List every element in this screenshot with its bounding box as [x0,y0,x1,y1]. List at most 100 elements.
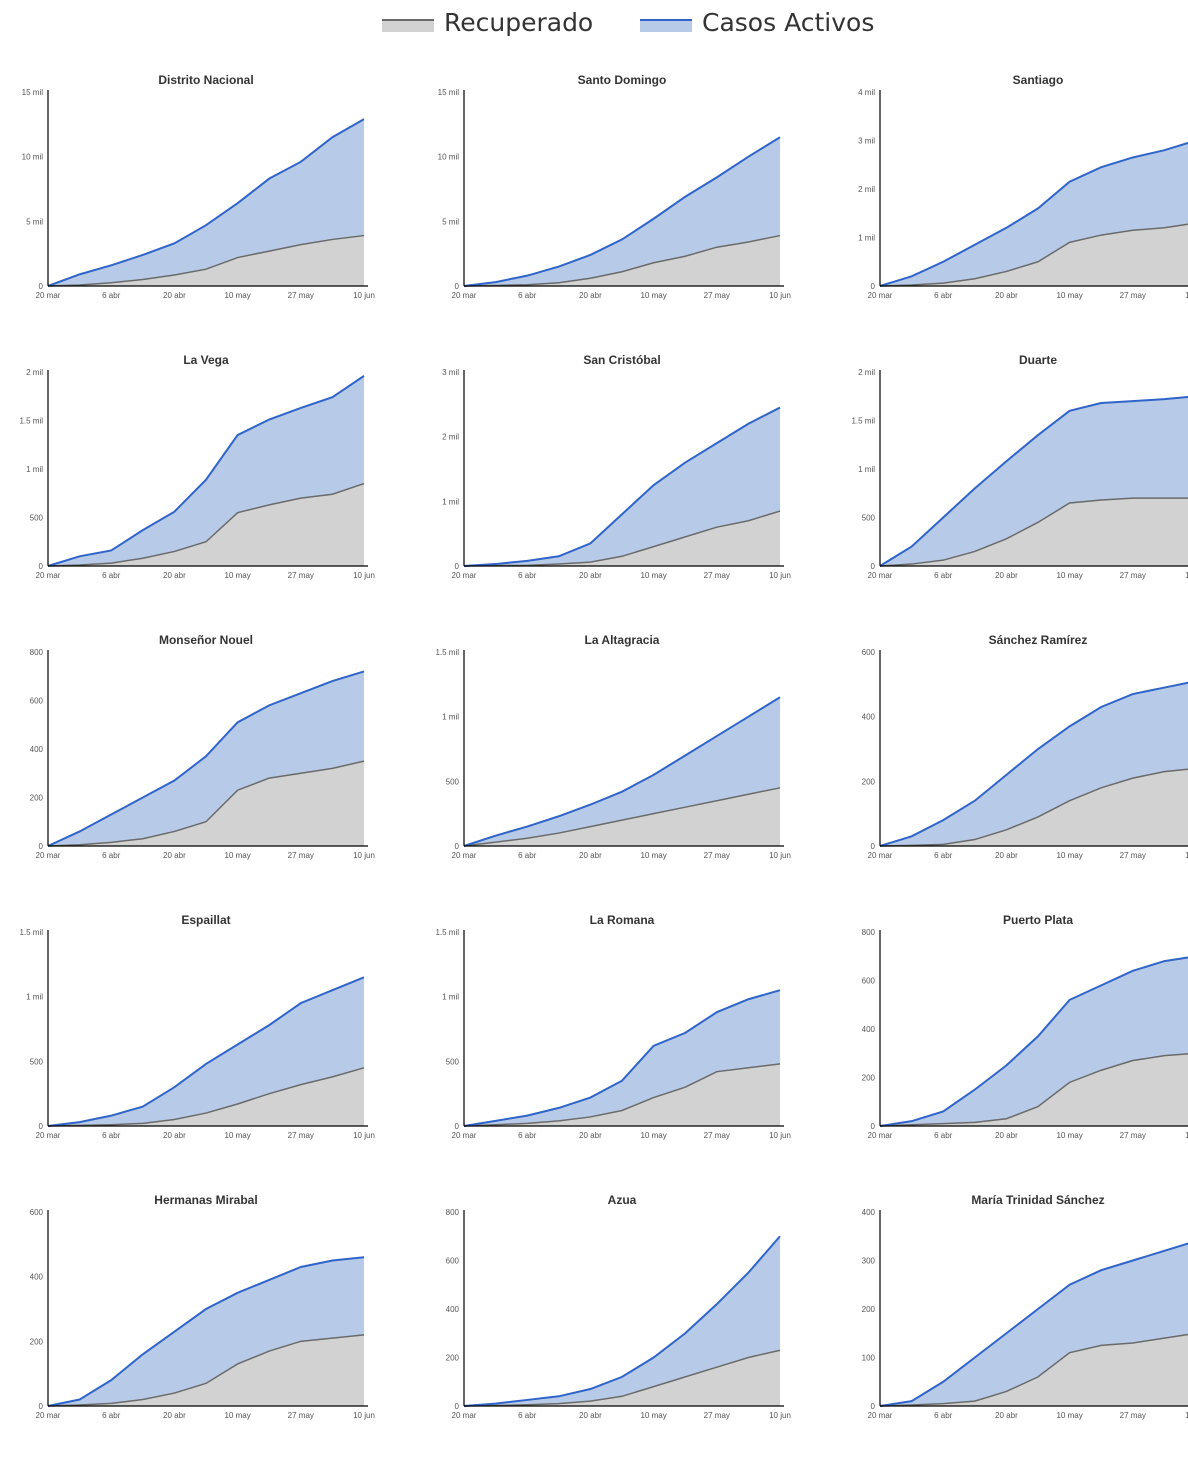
x-tick-label: 6 abr [934,571,953,580]
series-area-recovered [464,1350,780,1406]
series-line-active [47,375,365,567]
x-tick-label: 27 may [1120,851,1146,860]
legend-item-recovered[interactable]: Recuperado [382,8,593,37]
x-tick-label: 10 may [1056,851,1082,860]
series-area-recovered [48,1334,364,1406]
y-tick-label: 2 mil [26,368,43,377]
y-tick-label: 400 [862,1025,876,1034]
series-line-recovered [879,768,1188,847]
series-line-active [463,696,781,847]
y-tick-label: 600 [862,977,876,986]
x-tick-label: 20 mar [868,851,893,860]
x-tick-label: 10 jun [353,291,375,300]
x-tick-label: 20 mar [452,1131,477,1140]
chart-title: Santiago [1013,73,1064,87]
legend-item-active[interactable]: Casos Activos [640,8,874,37]
y-tick-label: 400 [30,1273,44,1282]
x-tick-label: 20 abr [579,1411,602,1420]
x-tick-label: 27 may [288,1411,314,1420]
chart-title: María Trinidad Sánchez [971,1193,1104,1207]
chart-panel-11: La Romana 0 500 1 mil 1.5 mil 20 mar 6 abr 20 a… [416,910,812,1192]
x-tick-label: 6 abr [102,851,121,860]
y-tick-label: 0 [39,842,44,851]
x-tick-label: 20 mar [868,1411,893,1420]
series-area-recovered [880,1053,1188,1126]
y-tick-label: 500 [862,514,876,523]
x-tick-label: 20 mar [452,1411,477,1420]
x-tick-label: 10 may [1056,1411,1082,1420]
chart-title: Hermanas Mirabal [154,1193,257,1207]
chart-svg: La Vega 0 500 1 mil 1.5 mil 2 mil 20 mar 6 abr 2… [19,353,375,580]
series-line-active [879,395,1188,567]
series-line-recovered [47,760,365,847]
chart-svg: San Cristóbal 0 1 mil 2 mil 3 mil 20 mar 6 abr… [442,353,791,580]
series-line-recovered [879,497,1188,567]
y-tick-label: 0 [39,1122,44,1131]
legend-label-recovered: Recuperado [444,8,594,37]
chart-svg: María Trinidad Sánchez 0 100 200 300 400 20 ma… [862,1193,1188,1420]
x-tick-label: 10 jun [769,291,791,300]
chart-panel-12: Puerto Plata 0 200 400 600 800 20 mar 6 abr 20 a… [832,910,1188,1192]
y-tick-label: 15 mil [438,88,460,97]
chart-title: La Romana [590,913,655,927]
y-tick-label: 400 [862,1208,876,1217]
x-tick-label: 27 may [288,291,314,300]
y-tick-label: 1 mil [26,993,43,1002]
small-multiples-grid: Distrito Nacional 0 5 mil 10 mil 15 mil 20 ma… [19,73,1188,1420]
chart-svg: Monseñor Nouel 0 200 400 600 800 20 mar 6 abr 20… [30,633,375,860]
series-line-active [463,1235,781,1407]
series-line-recovered [463,1349,781,1407]
series-line-active [47,670,365,847]
x-tick-label: 20 mar [36,851,61,860]
x-tick-label: 27 may [288,571,314,580]
series-area-active [464,137,780,286]
x-tick-label: 10 may [640,851,666,860]
chart-svg: Sánchez Ramírez 0 200 400 600 20 mar 6 abr 20 a… [862,633,1188,860]
y-tick-label: 1.5 mil [19,417,43,426]
x-tick-label: 6 abr [518,291,537,300]
y-tick-label: 1 mil [442,993,459,1002]
y-tick-label: 200 [446,1354,460,1363]
y-tick-label: 1 mil [858,234,875,243]
x-tick-label: 20 mar [452,291,477,300]
x-tick-label: 27 may [704,571,730,580]
x-tick-label: 27 may [704,1411,730,1420]
chart-svg: Espaillat 0 500 1 mil 1.5 mil 20 mar 6 abr 20 a… [19,913,374,1140]
x-tick-label: 27 may [1120,571,1146,580]
y-tick-label: 600 [30,697,44,706]
series-line-recovered [879,1333,1188,1407]
y-tick-label: 0 [871,282,876,291]
x-tick-label: 10 jun [769,1131,791,1140]
series-line-recovered [47,482,365,567]
x-tick-label: 6 abr [518,851,537,860]
chart-svg: Duarte 0 500 1 mil 1.5 mil 2 mil 20 mar 6 abr 20… [851,353,1188,580]
x-tick-label: 20 abr [579,851,602,860]
x-tick-label: 27 may [1120,1131,1146,1140]
y-tick-label: 1.5 mil [19,928,43,937]
x-tick-label: 20 mar [36,1411,61,1420]
series-line-active [47,118,365,287]
legend-swatch-active [640,19,692,32]
x-tick-label: 20 abr [163,851,186,860]
x-tick-label: 10 jun [353,1411,375,1420]
x-tick-label: 20 mar [868,571,893,580]
y-tick-label: 1.5 mil [851,417,875,426]
x-tick-label: 6 abr [934,1131,953,1140]
y-tick-label: 0 [455,842,460,851]
y-tick-label: 400 [446,1305,460,1314]
x-tick-label: 10 may [1056,571,1082,580]
chart-svg: Santo Domingo 0 5 mil 10 mil 15 mil 20 mar 6 a… [438,73,791,300]
x-tick-label: 10 may [1056,291,1082,300]
y-tick-label: 600 [446,1257,460,1266]
series-line-active [879,1242,1188,1407]
x-tick-label: 10 may [224,1411,250,1420]
y-tick-label: 3 mil [442,368,459,377]
series-line-recovered [463,787,781,847]
chart-title: Puerto Plata [1003,913,1073,927]
chart-svg: Distrito Nacional 0 5 mil 10 mil 15 mil 20 ma… [22,73,375,300]
x-tick-label: 10 jun [1185,1411,1188,1420]
x-tick-label: 10 jun [353,571,375,580]
series-line-active [879,681,1188,847]
x-tick-label: 10 may [224,291,250,300]
series-line-recovered [47,234,365,287]
